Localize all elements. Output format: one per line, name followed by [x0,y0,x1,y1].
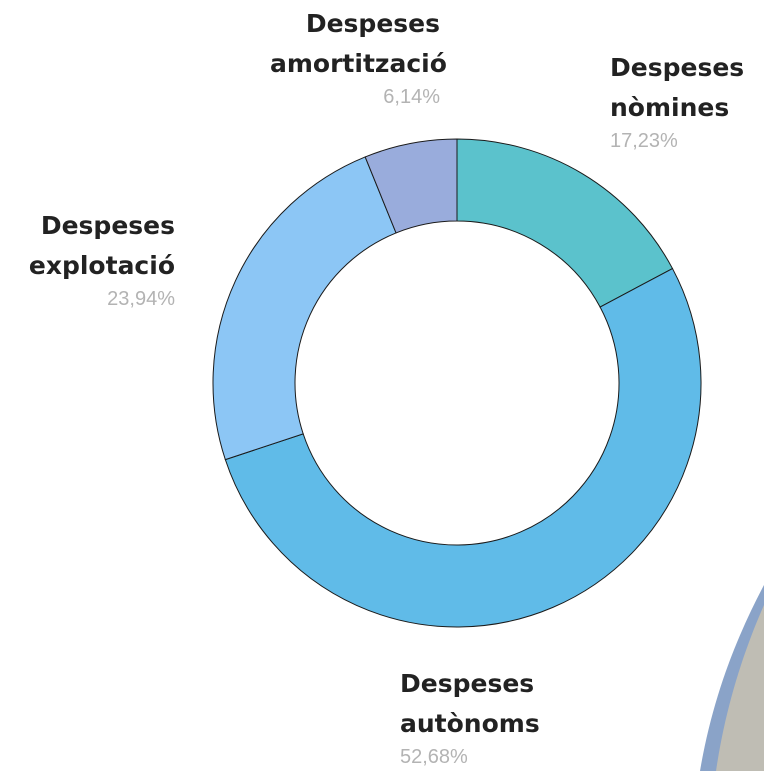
decor-shape [716,605,764,771]
value-label: 52,68% [400,746,468,768]
value-label: 23,94% [107,288,175,310]
category-name: Despeses nòmines [610,53,745,122]
donut-slice [456,138,674,308]
slice-label: Despeses explotació 23,94% [5,206,175,312]
category-name: Despeses explotació [28,211,175,280]
slice-label: Despeses nòmines 17,23% [610,48,764,154]
category-name: Despeses autònoms [400,669,540,738]
value-label: 6,14% [383,86,440,108]
donut-slice [212,156,397,461]
slice-label: Despeses autònoms 52,68% [400,664,570,770]
donut-slice [364,138,458,234]
slice-label: Despeses amortització 6,14% [270,4,447,110]
value-label: 17,23% [610,130,678,152]
category-name: Despeses amortització [270,9,447,78]
donut-slice [224,267,702,628]
